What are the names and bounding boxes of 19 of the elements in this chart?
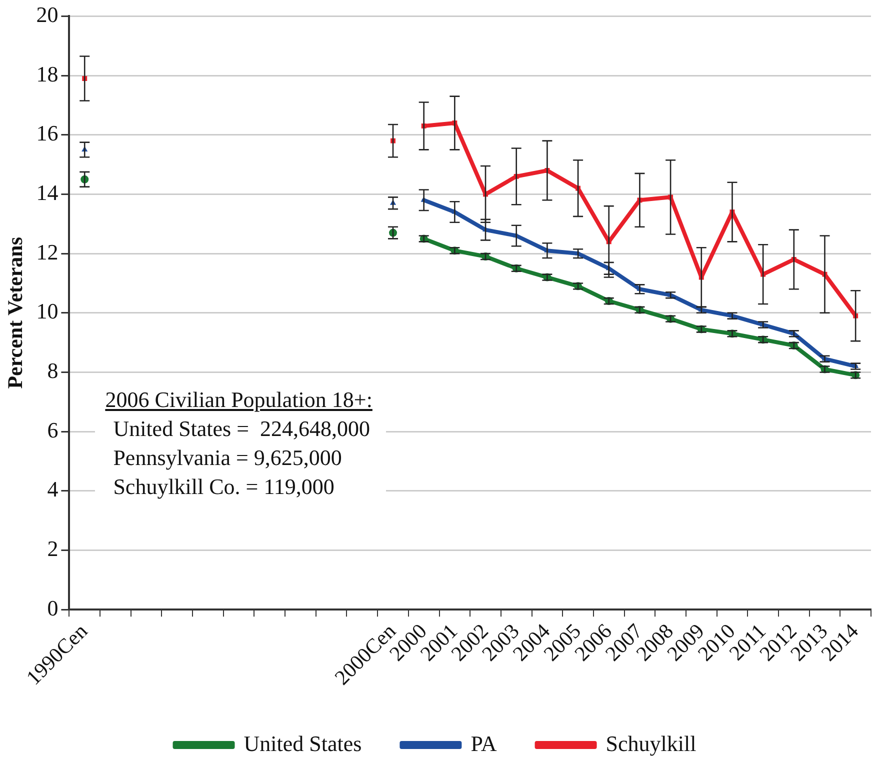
y-tick-label: 16 [36,120,58,146]
y-tick-label: 18 [36,61,58,86]
annotation: United States = 224,648,000 [112,415,372,444]
annotation: Schuylkill Co. = 119,000 [112,473,336,502]
y-tick-label: 14 [36,180,58,205]
annotation: Pennsylvania = 9,625,000 [112,444,343,472]
annotation: 2006 Civilian Population 18+: [105,386,372,414]
legend-label: United States [244,730,362,756]
y-tick-label: 12 [36,239,58,264]
y-tick-label: 10 [36,298,58,324]
legend-label: PA [470,730,497,756]
y-axis-title: Percent Veterans [3,236,28,389]
y-tick-label: 0 [47,595,58,620]
y-tick-label: 2 [47,536,58,562]
y-tick-label: 20 [36,2,58,27]
y-tick-label: 6 [47,417,58,442]
y-tick-label: 4 [47,476,58,502]
y-tick-label: 8 [47,358,58,383]
legend-label: Schuylkill [606,730,696,756]
